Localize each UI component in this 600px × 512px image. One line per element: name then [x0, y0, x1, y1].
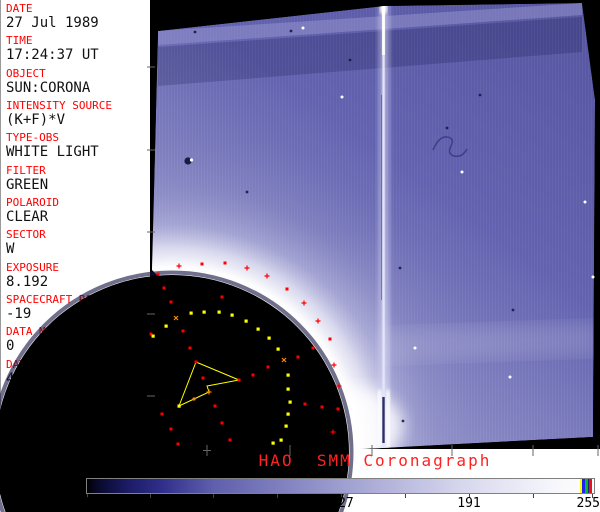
colorbar-tick: [150, 494, 151, 498]
field-date: DATE 27 Jul 1989: [1, 2, 150, 34]
field-value: 8.192: [6, 273, 49, 290]
colorbar-tick: [341, 494, 342, 498]
colorbar-tick: [469, 494, 470, 498]
field-label: INTENSITY SOURCE: [6, 99, 112, 113]
colorbar-tick: [592, 494, 593, 498]
dark-blemish: [184, 157, 192, 165]
field-label: SECTOR: [6, 228, 46, 242]
colorbar-label-63: 63: [206, 496, 222, 511]
field-intensity-source: INTENSITY SOURCE (K+F)*V: [1, 99, 150, 131]
field-time: TIME 17:24:37 UT: [1, 34, 150, 66]
field-label: TIME: [6, 34, 33, 48]
field-filter: FILTER GREEN: [1, 164, 150, 196]
corona-glow: [152, 112, 512, 450]
colorbar-tick: [405, 494, 406, 498]
colorbar-label-0: 0: [83, 496, 91, 511]
marker-overlays: [147, 26, 599, 456]
field-value: 27 Jul 1989: [6, 15, 99, 31]
field-value: GREEN: [6, 176, 49, 193]
field-value: 17:24:37 UT: [6, 47, 99, 64]
colorbar-tick: [87, 494, 88, 498]
field-value: SUN:CORONA: [6, 79, 91, 96]
field-value: (K+F)*V: [6, 112, 66, 129]
field-polaroid: POLAROID CLEAR: [1, 196, 150, 228]
image-caption: HAO SMM Coronagraph: [258, 451, 492, 470]
field-label: EXPOSURE: [6, 260, 59, 274]
field-exposure: EXPOSURE 8.192: [1, 261, 150, 293]
colorbar-tick: [213, 494, 214, 498]
colorbar-label-191: 191: [457, 496, 481, 511]
field-value: 0: [6, 338, 15, 355]
field-value: -19: [6, 306, 32, 323]
colorbar-label-255: 255: [576, 496, 600, 511]
field-sector: SECTOR W: [1, 228, 150, 260]
top-dark-band: [158, 17, 582, 86]
occulting-disk: [0, 270, 354, 512]
field-label: OBJECT: [6, 66, 46, 80]
field-label: FILTER: [6, 163, 46, 177]
field-label: DATE: [6, 2, 33, 15]
field-value: WHITE LIGHT: [6, 144, 99, 161]
colorbar-ticks: [0, 494, 600, 499]
field-value: W: [6, 241, 15, 258]
field-label: POLAROID: [6, 196, 59, 210]
field-object: OBJECT SUN:CORONA: [1, 67, 150, 99]
colorbar-label-127: 127: [330, 496, 354, 511]
fiber-squiggle: [432, 136, 468, 158]
field-value: CLEAR: [6, 209, 49, 226]
field-type-obs: TYPE-OBS WHITE LIGHT: [1, 131, 150, 163]
colorbar: [86, 478, 595, 494]
top-bright-band: [158, 3, 582, 45]
colorbar-tick: [533, 494, 534, 498]
field-label: TYPE-OBS: [6, 131, 59, 145]
colorbar-tick: [277, 494, 278, 498]
